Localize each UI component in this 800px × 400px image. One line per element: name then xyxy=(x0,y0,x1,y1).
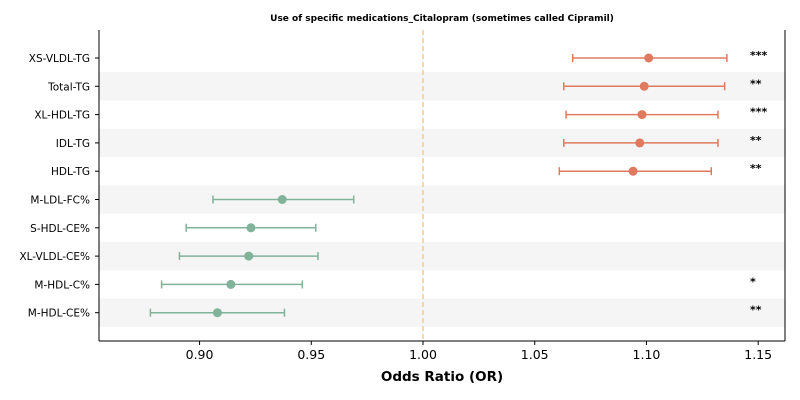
point-estimate xyxy=(644,53,654,63)
significance-label: *** xyxy=(750,106,768,119)
y-tick-label: M-HDL-C% xyxy=(34,279,90,291)
significance-label: * xyxy=(750,275,756,288)
forest-row: M-LDL-FC% xyxy=(30,195,355,207)
significance-label: ** xyxy=(750,134,762,147)
forest-row: M-HDL-C% * xyxy=(34,275,756,291)
point-estimate xyxy=(226,279,236,289)
significance-label: ** xyxy=(750,304,762,317)
row-bands xyxy=(99,72,785,327)
forest-row: XL-HDL-TG *** xyxy=(34,106,767,122)
chart-title: Use of specific medications_Citalopram (… xyxy=(270,14,614,24)
x-tick-label: 1.00 xyxy=(409,347,437,362)
significance-label: ** xyxy=(750,162,762,175)
forest-row: XS-VLDL-TG *** xyxy=(29,49,768,65)
x-tick-label: 0.95 xyxy=(297,347,325,362)
point-estimate xyxy=(637,110,647,120)
significance-label: *** xyxy=(750,49,768,62)
point-estimate xyxy=(277,195,287,204)
forest-row: XL-VLDL-CE% xyxy=(19,251,319,263)
y-tick-label: HDL-TG xyxy=(51,166,90,178)
y-tick-label: XL-HDL-TG xyxy=(34,110,90,122)
y-tick-label: IDL-TG xyxy=(56,138,90,150)
y-tick-label: M-HDL-CE% xyxy=(28,308,90,320)
point-estimate xyxy=(212,308,222,318)
y-tick-label: Total-TG xyxy=(47,81,90,93)
forest-row: Total-TG ** xyxy=(47,77,762,93)
x-tick-label: 0.90 xyxy=(186,347,214,362)
forest-row: M-HDL-CE% ** xyxy=(28,304,762,320)
axes: 0.90 0.95 1.00 1.05 1.10 1.15 xyxy=(98,30,786,362)
x-tick-label: 1.05 xyxy=(521,347,549,362)
point-estimate xyxy=(639,81,649,91)
forest-row: HDL-TG ** xyxy=(51,162,762,178)
forest-row: S-HDL-CE% xyxy=(30,223,317,235)
point-estimate xyxy=(246,223,256,233)
x-axis-label: Odds Ratio (OR) xyxy=(381,369,503,385)
forest-row: IDL-TG ** xyxy=(56,134,762,150)
point-estimate xyxy=(244,251,254,261)
row-band xyxy=(99,185,785,214)
y-tick-label: XL-VLDL-CE% xyxy=(19,251,90,263)
rows-group: XS-VLDL-TG ***Total-TG **XL-HDL-TG ***IDL-T… xyxy=(19,49,767,320)
point-estimate xyxy=(628,166,638,176)
x-tick-label: 1.10 xyxy=(633,347,661,362)
y-tick-label: S-HDL-CE% xyxy=(30,223,90,235)
x-tick-label: 1.15 xyxy=(744,347,772,362)
significance-label: ** xyxy=(750,77,762,90)
y-tick-label: M-LDL-FC% xyxy=(30,195,90,207)
y-tick-label: XS-VLDL-TG xyxy=(29,53,90,65)
point-estimate xyxy=(635,138,645,148)
